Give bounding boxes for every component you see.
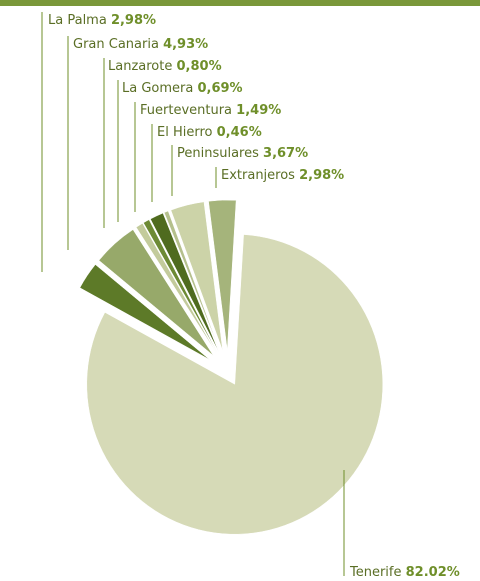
slice-value: 3,67% — [263, 146, 308, 161]
slice-name: Tenerife — [349, 565, 402, 580]
slice-name: Extranjeros — [221, 168, 295, 183]
slice-label: Peninsulares 3,67% — [177, 146, 308, 161]
slice-value: 4,93% — [163, 37, 208, 52]
pie-slice — [163, 210, 221, 352]
pie-slice — [143, 219, 218, 353]
pie-slice — [208, 199, 237, 351]
slice-value: 2,98% — [111, 13, 156, 28]
slice-label: La Palma 2,98% — [48, 13, 156, 28]
slice-label: La Gomera 0,69% — [122, 81, 243, 96]
slice-value: 0,46% — [217, 125, 262, 140]
pie-slice — [170, 201, 223, 351]
slice-value: 0,80% — [177, 59, 222, 74]
pie-slice — [98, 229, 214, 356]
slice-value: 0,69% — [197, 81, 242, 96]
slice-name: La Palma — [48, 13, 107, 28]
slice-name: Lanzarote — [108, 59, 172, 74]
top-bar — [0, 0, 480, 6]
slice-name: El Hierro — [157, 125, 213, 140]
slice-name: Gran Canaria — [73, 37, 159, 52]
slice-name: Peninsulares — [177, 146, 259, 161]
slice-label: Gran Canaria 4,93% — [73, 37, 208, 52]
slice-label: Tenerife 82.02% — [349, 565, 460, 580]
slice-name: La Gomera — [122, 81, 193, 96]
pie-slice — [150, 212, 219, 353]
pie-slice — [135, 222, 217, 354]
slice-label: El Hierro 0,46% — [157, 125, 262, 140]
slice-value: 2,98% — [299, 168, 344, 183]
slice-label: Lanzarote 0,80% — [108, 59, 222, 74]
slice-value: 1,49% — [236, 103, 281, 118]
slice-value: 82.02% — [406, 565, 460, 580]
pie-slice — [79, 264, 210, 360]
slice-name: Fuerteventura — [140, 103, 232, 118]
slice-label: Fuerteventura 1,49% — [140, 103, 281, 118]
pie-slice — [86, 234, 384, 535]
slice-label: Extranjeros 2,98% — [221, 168, 344, 183]
